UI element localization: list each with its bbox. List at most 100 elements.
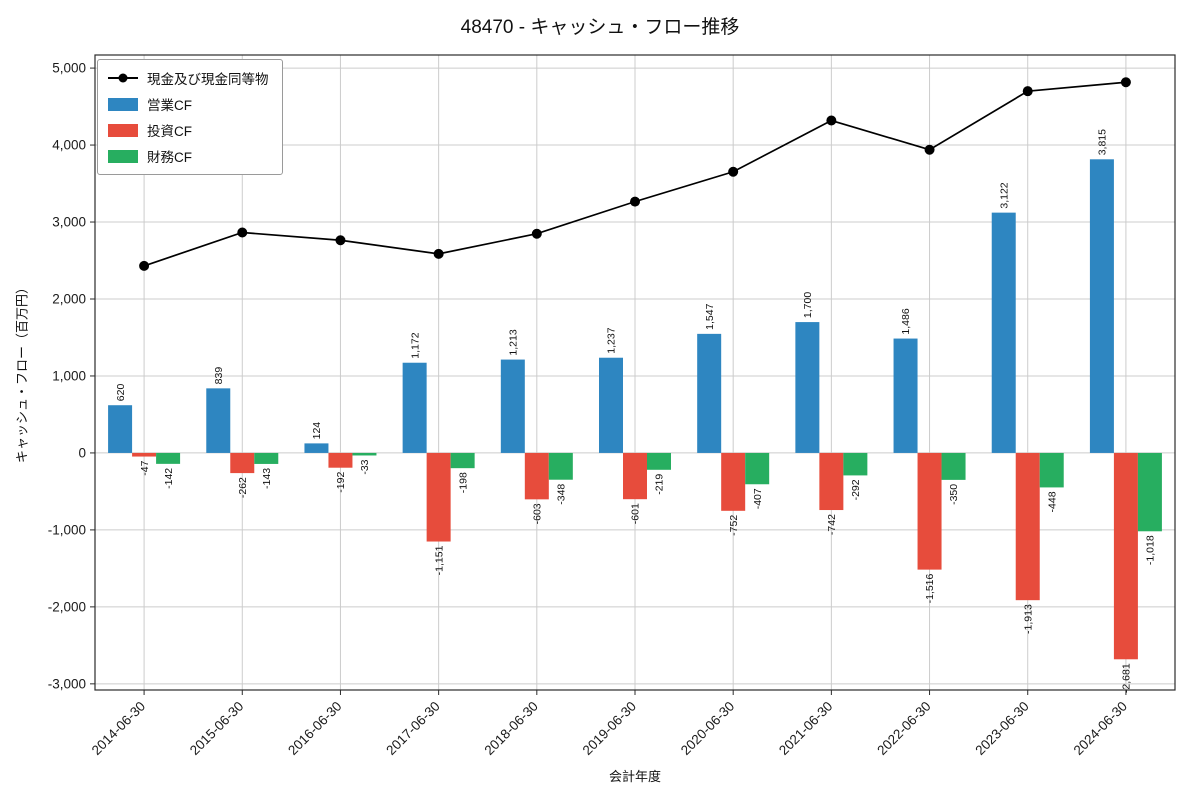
bar-operating-cf <box>991 212 1016 453</box>
line-marker-cash-and-equivalents <box>728 166 739 177</box>
bar-investing-cf <box>623 452 647 500</box>
financing-cf-swatch-icon <box>108 149 138 163</box>
line-marker-dot-icon <box>118 73 128 83</box>
plot-border <box>94 54 1176 691</box>
bar-value-label: -742 <box>826 514 838 535</box>
bar-financing-cf <box>1039 452 1064 488</box>
x-tick-label: 2016-06-30 <box>285 699 344 758</box>
bar-value-label: -601 <box>630 503 642 524</box>
bar-value-label: 1,237 <box>606 327 618 353</box>
bar-investing-cf <box>819 452 844 511</box>
x-tick-label: 2021-06-30 <box>776 699 835 758</box>
y-tick-label: 1,000 <box>52 368 86 383</box>
bar-investing-cf <box>721 452 746 511</box>
bar-investing-cf <box>230 452 255 474</box>
x-tick-label: 2022-06-30 <box>874 699 933 758</box>
bar-value-label: -292 <box>850 479 862 500</box>
legend-label-cash-and-equivalents: 現金及び現金同等物 <box>147 72 269 87</box>
line-marker-cash-and-equivalents <box>335 235 346 246</box>
x-tick-label: 2014-06-30 <box>89 699 148 758</box>
bar-value-label: -142 <box>163 468 175 489</box>
bar-value-label: -143 <box>261 468 273 489</box>
bar-value-label: -350 <box>948 484 960 505</box>
bar-operating-cf <box>599 357 623 453</box>
y-tick-label: 5,000 <box>52 61 86 76</box>
bar-financing-cf <box>1137 452 1162 532</box>
bar-investing-cf <box>328 452 353 468</box>
x-tick-label: 2019-06-30 <box>580 699 639 758</box>
bar-investing-cf <box>426 452 451 542</box>
y-tick-label: -1,000 <box>48 522 86 537</box>
bar-value-label: 620 <box>115 384 127 402</box>
bar-value-label: -1,913 <box>1022 604 1034 634</box>
bar-value-label: -1,151 <box>433 545 445 575</box>
bar-investing-cf <box>132 452 157 457</box>
bar-value-label: -2,681 <box>1121 663 1133 693</box>
bar-value-label: -407 <box>752 488 764 509</box>
investing-cf-swatch-icon <box>108 123 138 137</box>
legend-item-investing-cf: 投資CF <box>108 120 269 140</box>
legend: 現金及び現金同等物 営業CF 投資CF 財務CF <box>97 59 283 175</box>
legend-item-financing-cf: 財務CF <box>108 146 269 166</box>
bar-operating-cf <box>402 362 427 453</box>
line-marker-cash-and-equivalents <box>630 196 640 207</box>
x-axis-label: 会計年度 <box>608 769 662 784</box>
x-tick-label: 2020-06-30 <box>678 699 737 758</box>
bar-operating-cf <box>500 359 525 453</box>
bar-value-label: -47 <box>139 460 151 475</box>
x-tick-label: 2024-06-30 <box>1071 699 1130 758</box>
y-tick-label: 0 <box>78 445 86 460</box>
bar-value-label: 1,172 <box>409 332 421 358</box>
bar-value-label: 1,213 <box>507 329 519 355</box>
bar-operating-cf <box>795 322 820 453</box>
x-tick-label: 2018-06-30 <box>481 699 540 758</box>
bar-financing-cf <box>450 452 475 469</box>
bar-financing-cf <box>647 452 671 470</box>
legend-item-operating-cf: 営業CF <box>108 94 269 114</box>
legend-label-operating-cf: 営業CF <box>147 98 192 113</box>
y-tick-label: -2,000 <box>48 599 86 614</box>
chart-title: 48470 - キャッシュ・フロー推移 <box>460 17 740 38</box>
x-tick-label: 2023-06-30 <box>972 699 1031 758</box>
bar-financing-cf <box>941 452 966 480</box>
bar-investing-cf <box>917 452 942 570</box>
bar-value-label: 3,122 <box>998 182 1010 208</box>
line-marker-cash-and-equivalents <box>237 227 248 238</box>
legend-label-investing-cf: 投資CF <box>147 124 192 139</box>
bar-value-label: -752 <box>728 515 740 536</box>
line-marker-cash-and-equivalents <box>531 228 542 239</box>
bar-investing-cf <box>1015 452 1040 601</box>
x-tick-label: 2015-06-30 <box>187 699 246 758</box>
bar-operating-cf <box>108 405 133 453</box>
bar-operating-cf <box>1089 159 1114 453</box>
bar-value-label: 124 <box>311 422 323 440</box>
bar-value-label: -262 <box>237 477 249 498</box>
operating-cf-swatch-icon <box>108 97 138 111</box>
bar-operating-cf <box>893 338 918 453</box>
line-marker-cash-and-equivalents <box>826 115 837 126</box>
bar-value-label: 1,700 <box>802 292 814 318</box>
bar-operating-cf <box>206 388 231 453</box>
line-marker-cash-and-equivalents <box>1120 77 1131 88</box>
bar-value-label: -1,018 <box>1145 535 1157 565</box>
x-tick-label: 2017-06-30 <box>383 699 442 758</box>
bar-financing-cf <box>843 452 868 476</box>
bar-value-label: 839 <box>213 367 225 385</box>
legend-item-cash-and-equivalents: 現金及び現金同等物 <box>108 68 269 88</box>
bar-value-label: -33 <box>359 459 371 474</box>
bar-financing-cf <box>548 452 573 480</box>
bar-operating-cf <box>697 333 722 453</box>
legend-label-financing-cf: 財務CF <box>147 150 192 165</box>
bar-financing-cf <box>352 452 377 456</box>
line-marker-icon <box>108 73 138 83</box>
bar-operating-cf <box>304 443 329 453</box>
bar-financing-cf <box>254 452 279 464</box>
bar-value-label: -348 <box>555 484 567 505</box>
bar-value-label: -603 <box>531 503 543 524</box>
bar-value-label: 3,815 <box>1097 129 1109 155</box>
y-tick-label: 3,000 <box>52 215 86 230</box>
bar-financing-cf <box>745 452 770 485</box>
bar-value-label: -198 <box>457 472 469 493</box>
y-tick-label: 4,000 <box>52 138 86 153</box>
